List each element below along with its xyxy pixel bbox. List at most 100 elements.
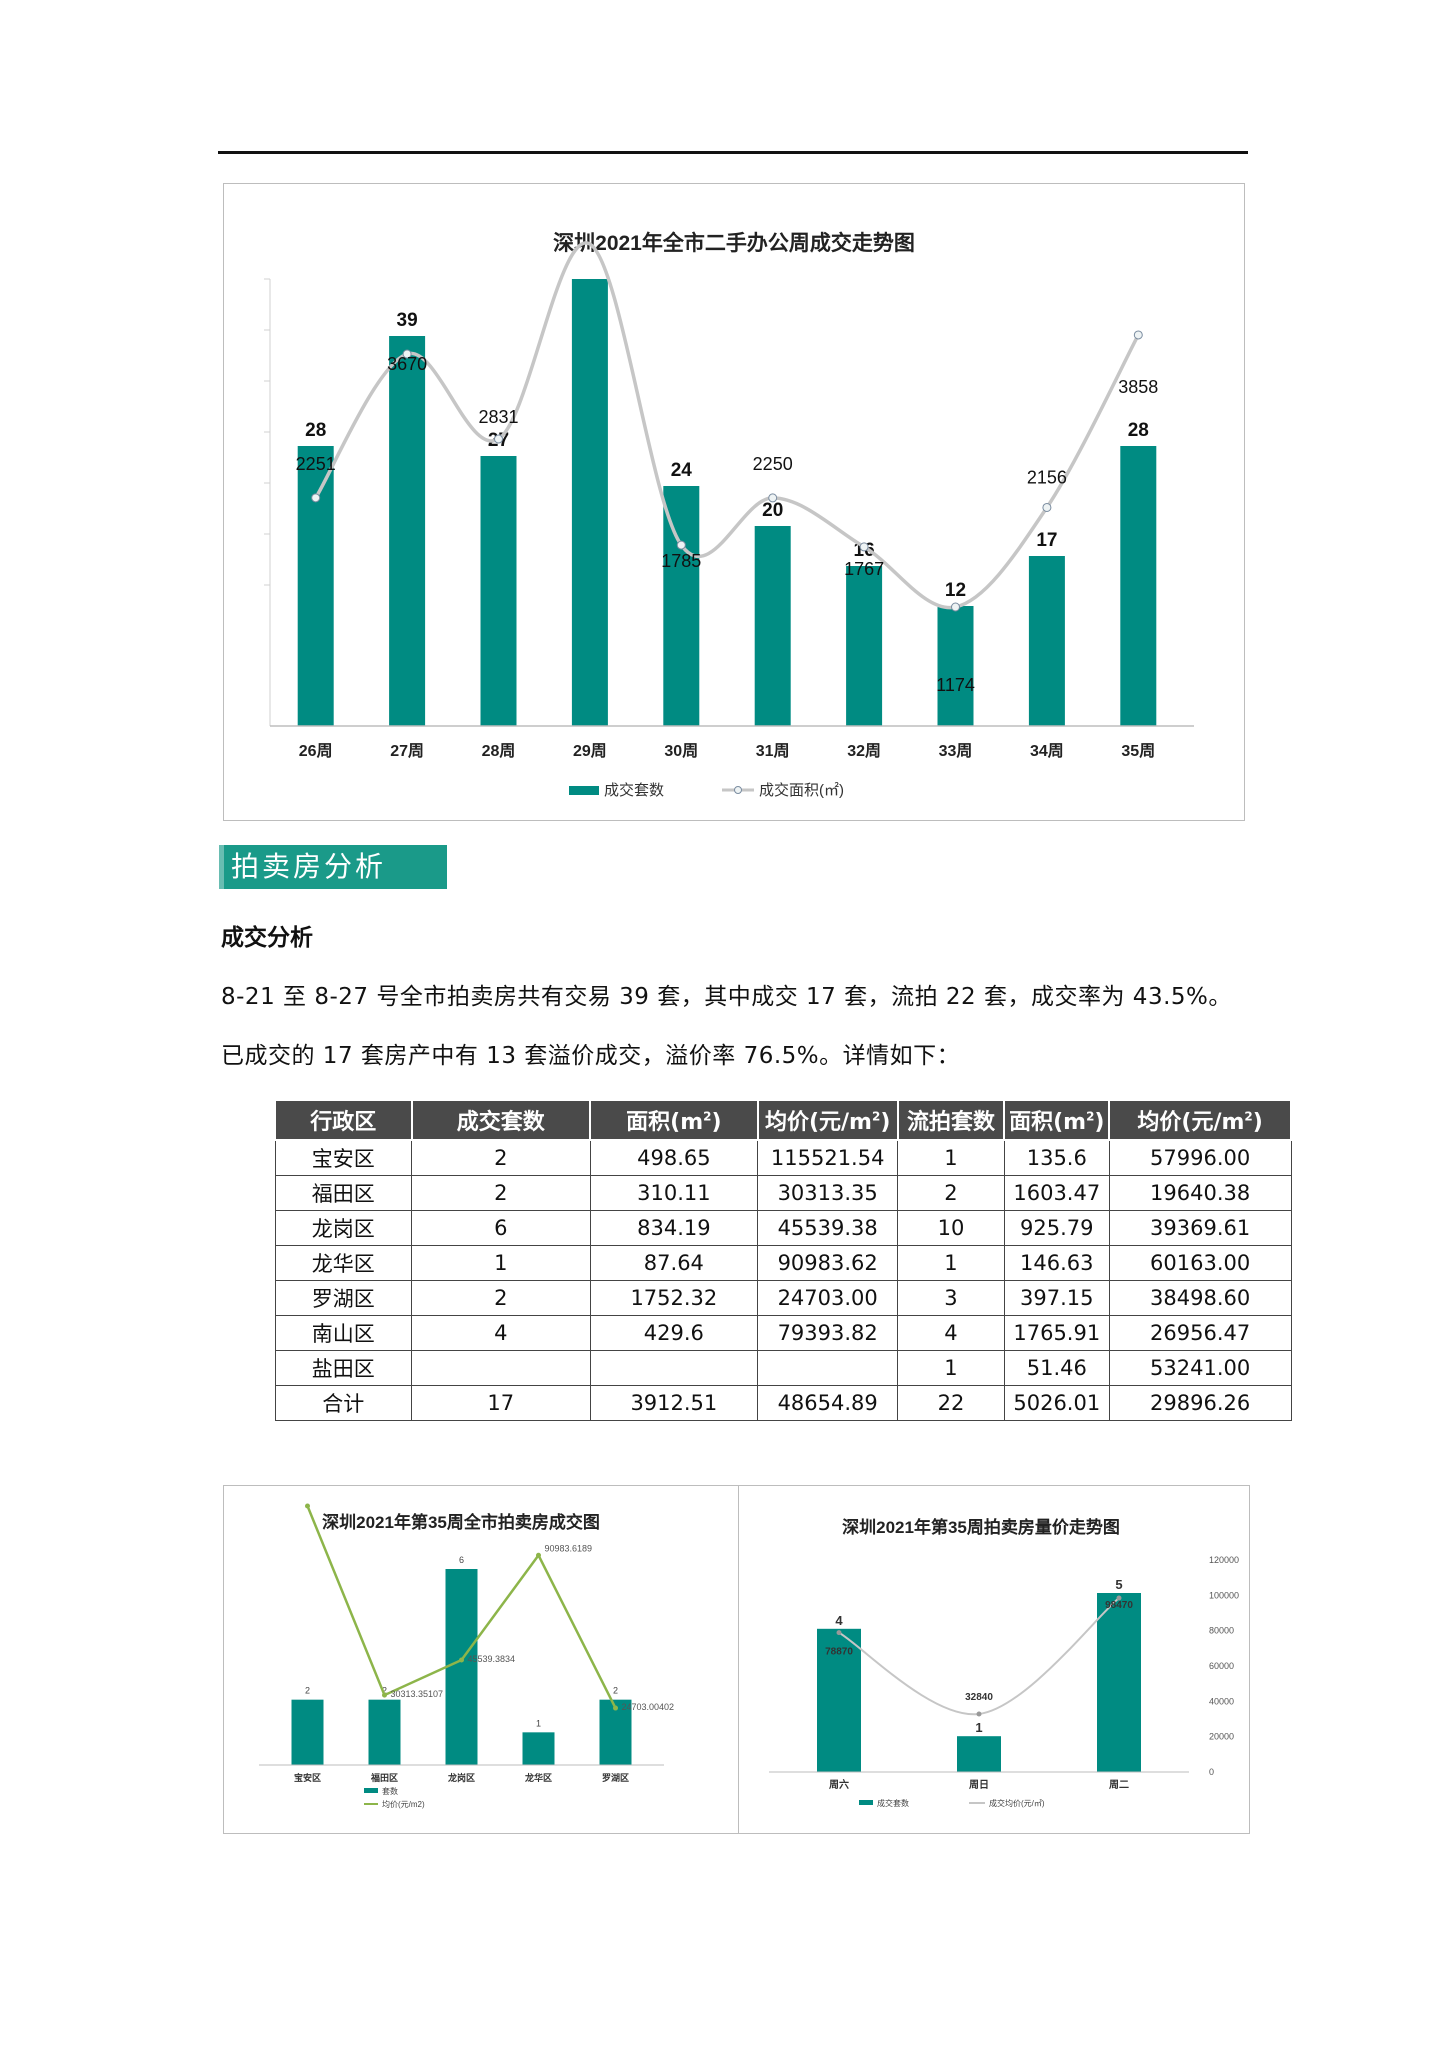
auction-district-chart: 深圳2021年第35周全市拍卖房成交图 2 宝安区 2 福田区 6 龙岗区 1 龙华区 2 罗湖区 3… — [223, 1485, 740, 1834]
x-tick-label: 周日 — [969, 1779, 989, 1791]
x-tick-label: 周六 — [829, 1778, 849, 1791]
legend-bar-label: 成交套数 — [604, 781, 664, 799]
line-marker — [536, 1552, 541, 1558]
bar-label: 1 — [536, 1718, 541, 1728]
area-line — [314, 241, 1140, 610]
table-cell: 龙岗区 — [274, 1210, 413, 1246]
line-marker — [1133, 330, 1143, 340]
line-label: 30313.35107 — [391, 1689, 444, 1699]
auction-trend-chart: 深圳2021年第35周拍卖房量价走势图 120000 100000 80000 6000… — [738, 1485, 1250, 1834]
x-tick-label: 宝安区 — [294, 1772, 321, 1783]
table-cell: 60163.00 — [1108, 1245, 1292, 1281]
table-cell — [411, 1350, 591, 1386]
x-tick-label: 罗湖区 — [602, 1772, 629, 1783]
bar-34周 — [1028, 556, 1065, 726]
line-label: 2156 — [1027, 467, 1067, 487]
table-cell: 39369.61 — [1108, 1210, 1292, 1246]
bar-29周 — [571, 279, 608, 726]
line-marker — [768, 493, 778, 503]
table-cell: 2 — [411, 1280, 591, 1316]
bar-label: 2 — [613, 1686, 618, 1696]
bar-26周 — [297, 446, 334, 726]
x-tick-label: 龙岗区 — [447, 1772, 475, 1783]
table-cell: 29896.26 — [1108, 1385, 1292, 1421]
bar-label: 17 — [1036, 530, 1057, 551]
table-cell — [757, 1350, 899, 1386]
y2-tick-label: 60000 — [1209, 1661, 1234, 1671]
auction-district-chart-svg: 深圳2021年第35周全市拍卖房成交图 2 宝安区 2 福田区 6 龙岗区 1 龙华区 2 罗湖区 3… — [259, 1503, 674, 1809]
x-tick-label: 龙华区 — [524, 1772, 552, 1783]
x-tick-label: 31周 — [756, 742, 790, 760]
table-cell: 53241.00 — [1108, 1350, 1292, 1386]
table-cell: 2 — [411, 1175, 591, 1211]
table-cell: 盐田区 — [274, 1350, 413, 1386]
line-label: 1174 — [936, 675, 975, 695]
bar-label: 4 — [835, 1613, 843, 1628]
table-cell: 福田区 — [274, 1175, 413, 1211]
table-cell: 南山区 — [274, 1315, 413, 1351]
x-tick-label: 35周 — [1121, 742, 1155, 760]
legend-bar-swatch — [859, 1800, 873, 1805]
table-cell: 45539.38 — [757, 1210, 899, 1246]
table-cell: 19640.38 — [1108, 1175, 1292, 1211]
table-cell: 87.64 — [589, 1245, 759, 1281]
table-cell: 合计 — [274, 1385, 413, 1421]
table-cell: 429.6 — [589, 1315, 759, 1351]
bar-福田区 — [368, 1699, 401, 1765]
subsection-title: 成交分析 — [221, 925, 313, 951]
table-cell: 1 — [411, 1245, 591, 1281]
table-cell: 90983.62 — [757, 1245, 899, 1281]
y2-tick-label: 80000 — [1209, 1626, 1234, 1636]
y2-tick-label: 100000 — [1209, 1590, 1239, 1600]
bar-35周 — [1120, 446, 1157, 726]
bar-30周 — [663, 486, 700, 726]
line-label: 2831 — [478, 407, 518, 427]
table-cell: 10 — [897, 1210, 1005, 1246]
x-tick-label: 福田区 — [370, 1772, 398, 1783]
bar-宝安区 — [291, 1699, 324, 1765]
table-cell: 1752.32 — [589, 1280, 759, 1316]
table-row: 宝安区 2 498.65 115521.54 1 135.6 57996.00 — [274, 1139, 1292, 1176]
line-label: 90983.6189 — [545, 1543, 593, 1553]
table-header-row: 行政区 成交套数 面积(m2) 均价(元/m2) 流拍套数 面积(m2) 均价(元/m2) — [274, 1099, 1292, 1141]
line-label: 3670 — [387, 354, 427, 374]
y2-tick-label: 40000 — [1209, 1696, 1234, 1706]
legend-line-label: 均价(元/m2) — [382, 1799, 425, 1809]
table-header-cell: 流拍套数 — [896, 1099, 1006, 1141]
line-marker — [402, 349, 412, 359]
bar-周六 — [817, 1628, 861, 1772]
bar-label: 39 — [397, 310, 418, 331]
bar-28周 — [480, 456, 517, 726]
x-tick-label: 33周 — [939, 742, 973, 760]
line-label: 32840 — [965, 1692, 993, 1703]
table-cell: 22 — [897, 1385, 1005, 1421]
table-row: 龙岗区 6 834.19 45539.38 10 925.79 39369.61 — [274, 1210, 1292, 1246]
legend-bar-swatch — [569, 786, 599, 795]
table-cell: 48654.89 — [757, 1385, 899, 1421]
line-marker — [305, 1503, 310, 1509]
bar-罗湖区 — [599, 1699, 632, 1765]
legend-line-label: 成交均价(元/㎡) — [989, 1798, 1045, 1808]
bar-周二 — [1097, 1593, 1141, 1772]
x-tick-label: 周二 — [1109, 1779, 1129, 1791]
legend-line-label: 成交面积(㎡) — [759, 781, 844, 799]
bar-label: 12 — [945, 580, 966, 601]
table-cell: 1 — [897, 1245, 1005, 1281]
bar-label: 28 — [305, 420, 326, 441]
y2-tick-label: 0 — [1209, 1767, 1214, 1777]
legend-bar-swatch — [364, 1788, 378, 1793]
table-cell: 115521.54 — [757, 1139, 899, 1176]
table-cell: 罗湖区 — [274, 1280, 413, 1316]
table-header-cell: 面积(m2) — [1003, 1099, 1111, 1141]
table-cell: 79393.82 — [757, 1315, 899, 1351]
line-marker — [494, 434, 503, 444]
bar-31周 — [754, 526, 791, 726]
line-marker — [311, 493, 321, 503]
table-row: 合计 17 3912.51 48654.89 22 5026.01 29896.26 — [274, 1385, 1292, 1421]
line-label: 2250 — [753, 454, 793, 474]
bar-label: 24 — [671, 460, 693, 481]
line-label: 3858 — [1118, 377, 1158, 397]
table-header-cell: 成交套数 — [410, 1099, 592, 1141]
x-tick-label: 27周 — [390, 742, 424, 760]
x-tick-label: 32周 — [847, 742, 881, 760]
